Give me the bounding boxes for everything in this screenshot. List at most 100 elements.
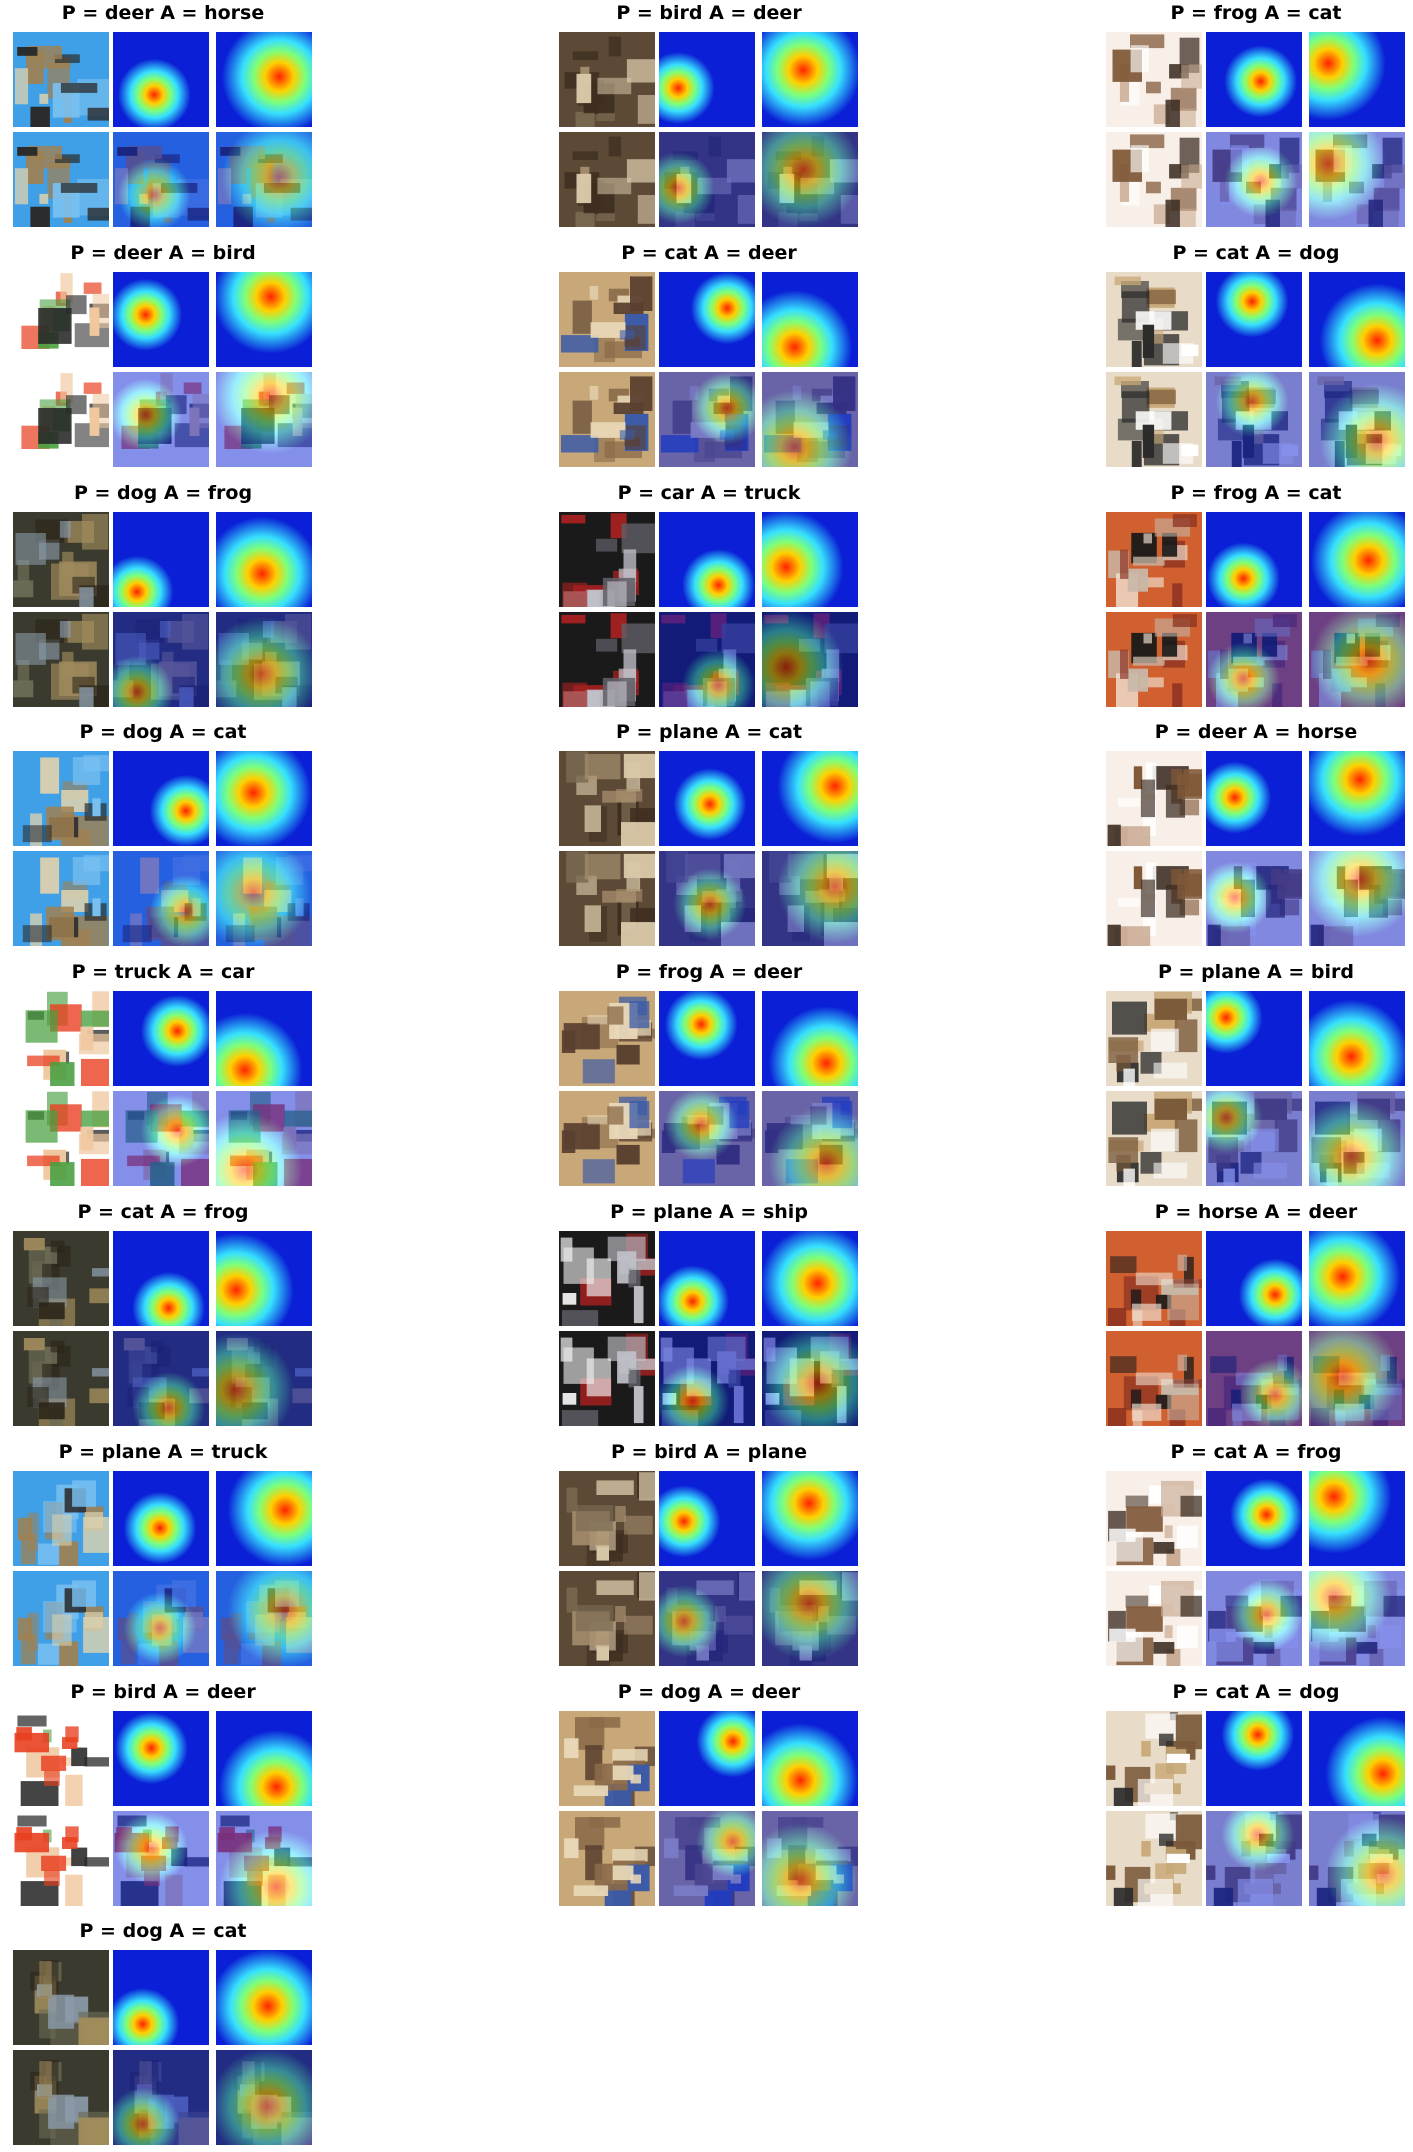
attribution-panel: P = plane A = cat xyxy=(559,722,859,946)
saliency-overlay-actual xyxy=(1309,851,1405,946)
saliency-map-actual xyxy=(1309,32,1405,127)
input-image-copy xyxy=(13,1571,109,1666)
saliency-overlay-actual xyxy=(1309,1091,1405,1186)
saliency-overlay-predicted xyxy=(659,851,755,946)
input-image-copy xyxy=(1106,1811,1202,1906)
input-image xyxy=(559,272,655,367)
saliency-map-predicted xyxy=(659,991,755,1086)
input-image xyxy=(13,512,109,607)
saliency-overlay-predicted xyxy=(659,612,755,707)
input-image xyxy=(559,32,655,127)
panel-title: P = dog A = deer xyxy=(617,1681,801,1703)
input-image-copy xyxy=(13,1091,109,1186)
saliency-overlay-predicted xyxy=(1206,1331,1302,1426)
saliency-map-predicted xyxy=(113,1471,209,1566)
attribution-panel: P = deer A = horse xyxy=(1106,722,1406,946)
saliency-map-actual xyxy=(1309,512,1405,607)
saliency-map-predicted xyxy=(1206,991,1302,1086)
saliency-overlay-predicted xyxy=(113,1091,209,1186)
saliency-map-actual xyxy=(1309,991,1405,1086)
panel-title: P = horse A = deer xyxy=(1154,1201,1358,1223)
panel-title: P = dog A = frog xyxy=(73,482,253,504)
saliency-map-predicted xyxy=(659,751,755,846)
saliency-overlay-actual xyxy=(762,1331,858,1426)
attribution-panel: P = plane A = truck xyxy=(13,1442,313,1666)
input-image xyxy=(13,1950,109,2045)
panel-title: P = cat A = frog xyxy=(1170,1441,1342,1463)
saliency-overlay-actual xyxy=(216,1091,312,1186)
saliency-overlay-predicted xyxy=(659,132,755,227)
saliency-map-actual xyxy=(216,991,312,1086)
input-image-copy xyxy=(1106,1331,1202,1426)
saliency-overlay-actual xyxy=(1309,1571,1405,1666)
saliency-map-actual xyxy=(216,272,312,367)
input-image xyxy=(1106,751,1202,846)
saliency-overlay-predicted xyxy=(113,612,209,707)
input-image xyxy=(13,1711,109,1806)
input-image-copy xyxy=(1106,851,1202,946)
input-image-copy xyxy=(13,1811,109,1906)
saliency-overlay-predicted xyxy=(659,1571,755,1666)
input-image xyxy=(1106,1231,1202,1326)
attribution-panel: P = frog A = deer xyxy=(559,961,859,1186)
attribution-panel: P = dog A = deer xyxy=(559,1681,859,1906)
attribution-panel: P = bird A = plane xyxy=(559,1442,859,1666)
input-image xyxy=(559,512,655,607)
input-image-copy xyxy=(13,851,109,946)
saliency-overlay-predicted xyxy=(113,372,209,467)
saliency-map-actual xyxy=(762,512,858,607)
saliency-overlay-predicted xyxy=(1206,612,1302,707)
saliency-map-actual xyxy=(762,1711,858,1806)
saliency-map-actual xyxy=(762,1471,858,1566)
saliency-overlay-actual xyxy=(1309,1331,1405,1426)
input-image xyxy=(1106,1471,1202,1566)
input-image xyxy=(1106,32,1202,127)
saliency-map-actual xyxy=(216,32,312,127)
panel-title: P = cat A = frog xyxy=(77,1201,249,1223)
input-image xyxy=(1106,272,1202,367)
input-image-copy xyxy=(1106,1091,1202,1186)
input-image xyxy=(13,1231,109,1326)
saliency-map-actual xyxy=(216,1231,312,1326)
saliency-map-predicted xyxy=(113,1711,209,1806)
saliency-overlay-predicted xyxy=(1206,372,1302,467)
input-image-copy xyxy=(559,1331,655,1426)
attribution-panel: P = cat A = dog xyxy=(1106,243,1406,467)
input-image xyxy=(559,1711,655,1806)
saliency-overlay-actual xyxy=(762,612,858,707)
input-image xyxy=(13,32,109,127)
input-image-copy xyxy=(1106,1571,1202,1666)
panel-title: P = dog A = cat xyxy=(79,721,247,743)
panel-title: P = deer A = bird xyxy=(70,242,256,264)
saliency-map-predicted xyxy=(1206,751,1302,846)
saliency-overlay-actual xyxy=(762,132,858,227)
saliency-overlay-actual xyxy=(216,372,312,467)
attribution-panel: P = cat A = frog xyxy=(13,1201,313,1426)
saliency-map-predicted xyxy=(659,1711,755,1806)
input-image-copy xyxy=(13,1331,109,1426)
saliency-map-actual xyxy=(216,751,312,846)
saliency-overlay-predicted xyxy=(1206,1571,1302,1666)
saliency-map-actual xyxy=(216,1711,312,1806)
saliency-map-predicted xyxy=(113,991,209,1086)
saliency-map-predicted xyxy=(1206,1711,1302,1806)
input-image-copy xyxy=(13,2050,109,2145)
input-image xyxy=(13,272,109,367)
saliency-map-actual xyxy=(1309,1471,1405,1566)
input-image-copy xyxy=(559,132,655,227)
attribution-panel: P = bird A = deer xyxy=(559,3,859,227)
saliency-overlay-predicted xyxy=(1206,132,1302,227)
input-image xyxy=(13,1471,109,1566)
saliency-map-predicted xyxy=(659,1471,755,1566)
input-image-copy xyxy=(559,1571,655,1666)
input-image-copy xyxy=(1106,372,1202,467)
panel-title: P = plane A = ship xyxy=(610,1201,808,1223)
saliency-overlay-actual xyxy=(762,1571,858,1666)
input-image xyxy=(1106,1711,1202,1806)
panel-title: P = plane A = bird xyxy=(1158,961,1354,983)
saliency-overlay-actual xyxy=(762,851,858,946)
panel-title: P = frog A = deer xyxy=(615,961,803,983)
attribution-panel: P = plane A = ship xyxy=(559,1201,859,1426)
saliency-map-predicted xyxy=(113,32,209,127)
saliency-map-actual xyxy=(762,991,858,1086)
